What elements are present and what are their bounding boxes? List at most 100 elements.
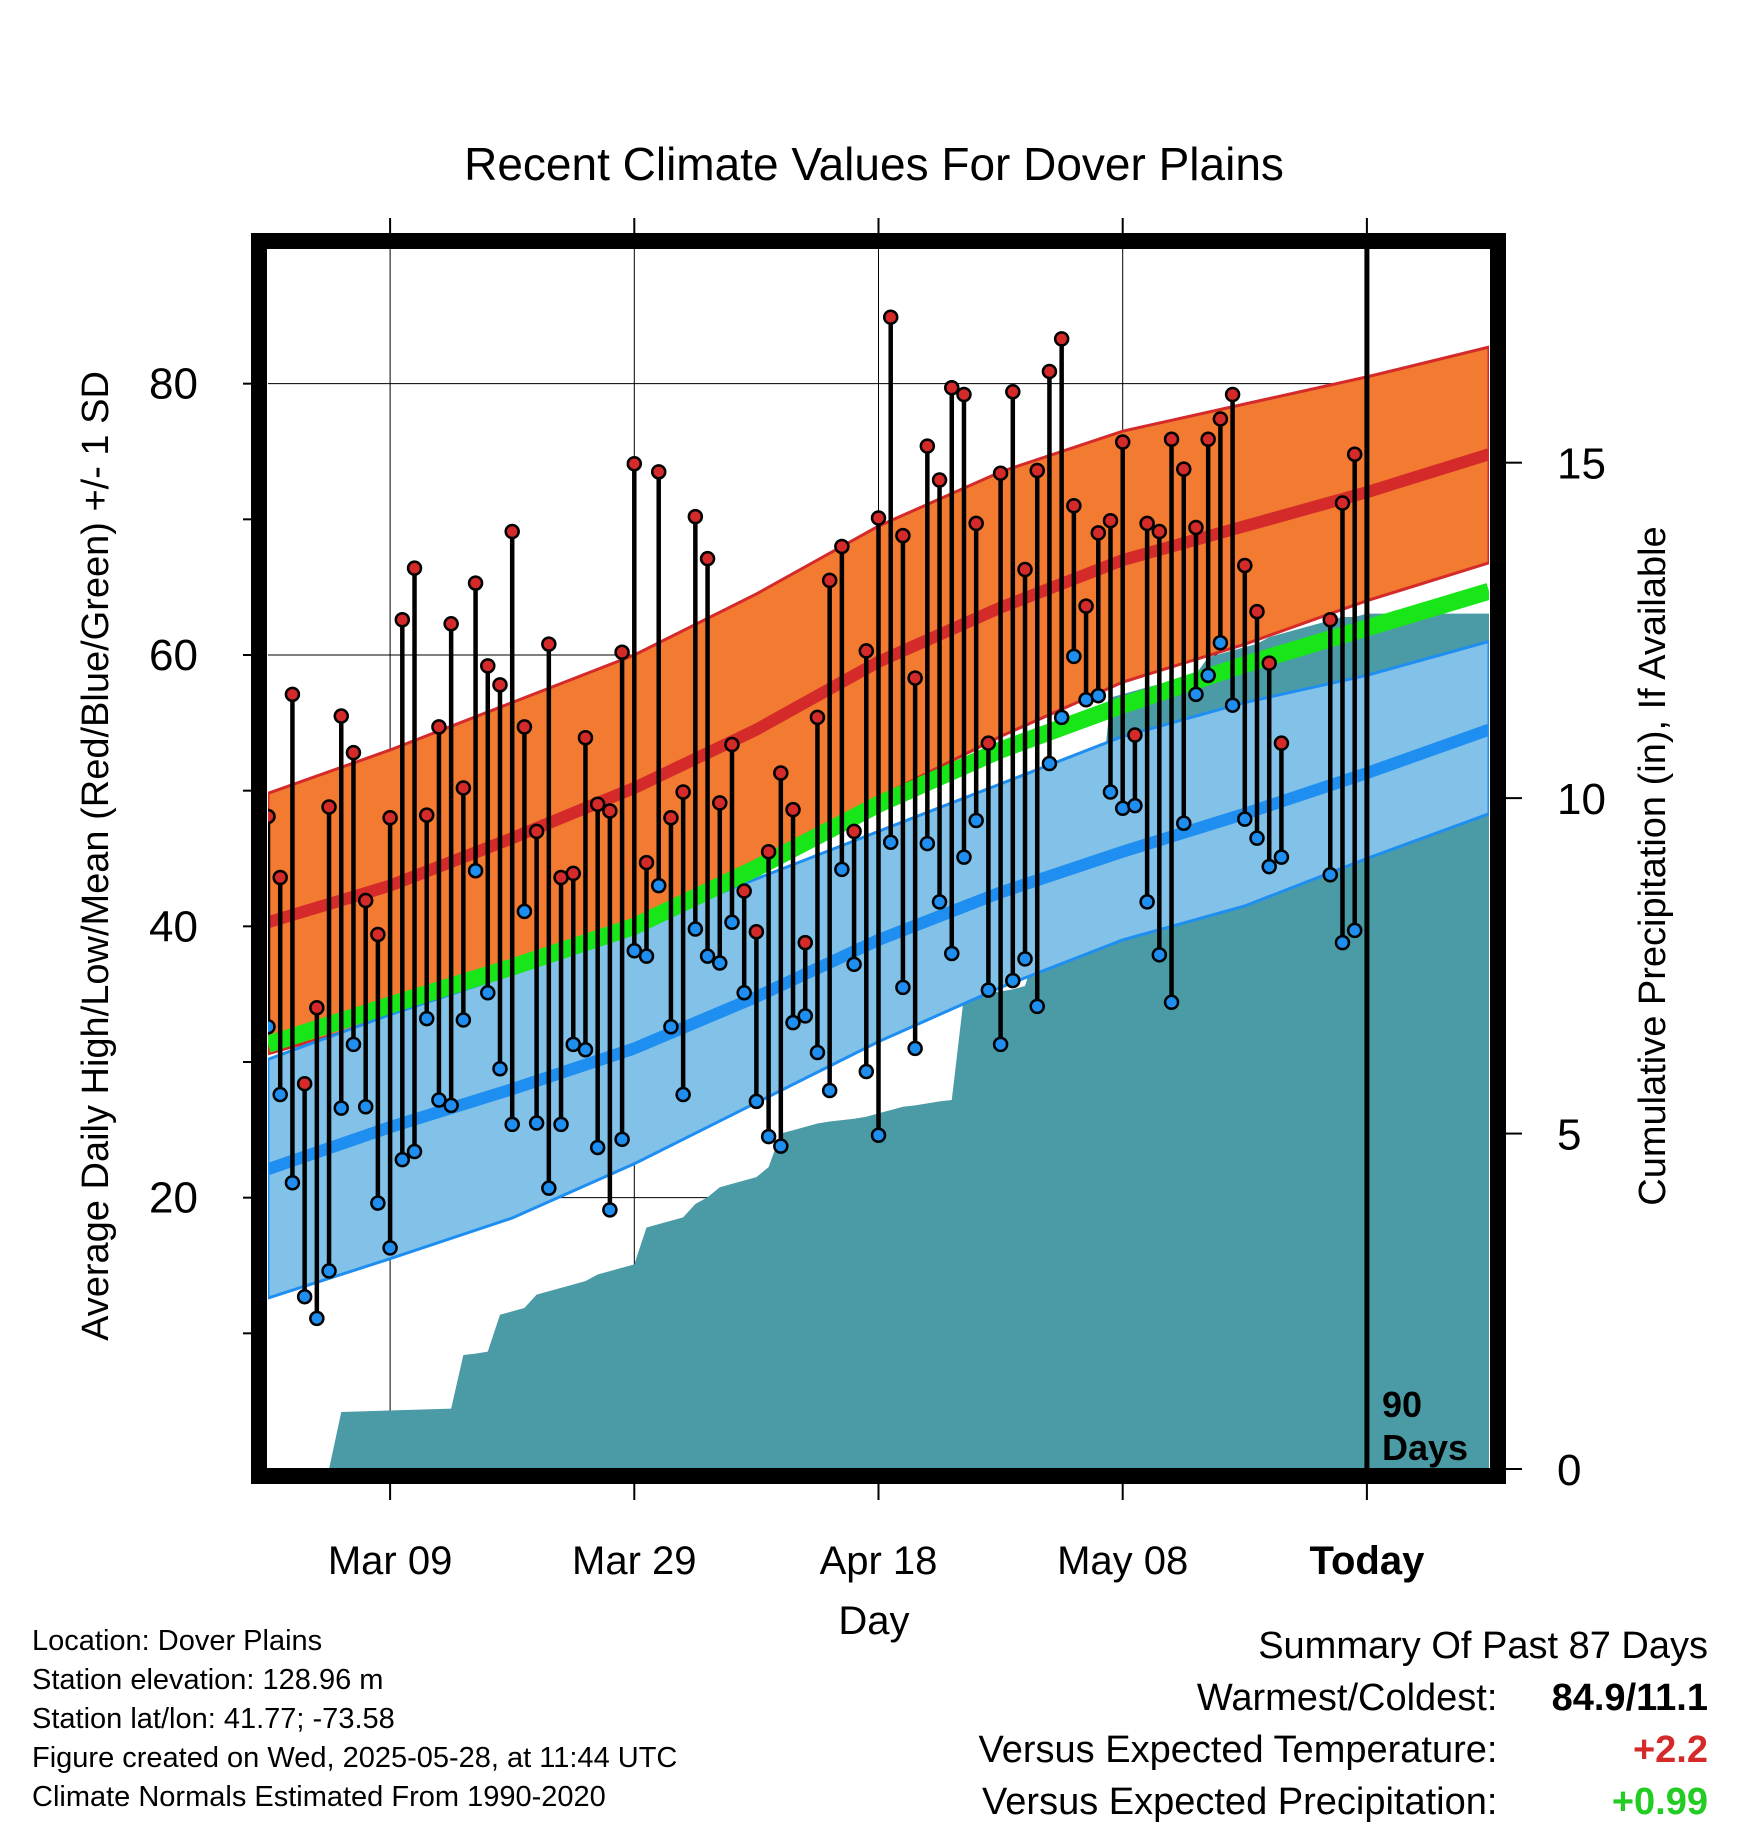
daily-low-point-day--1 [296, 1288, 313, 1305]
daily-low-point-day-49 [907, 1040, 923, 1057]
daily-low-point-day-15 [492, 1061, 508, 1077]
daily-low-point-day-30 [675, 1086, 691, 1103]
daily-high-point-day-1 [321, 799, 337, 815]
daily-low-point-day-69 [1151, 947, 1168, 963]
precip-departure-value: +0.99 [1611, 1781, 1708, 1823]
daily-low-point-day-65 [1102, 784, 1119, 800]
observations-layer [268, 309, 1363, 1327]
daily-high-point-day-32 [699, 550, 716, 567]
daily-high-point-day-38 [773, 765, 789, 781]
daily-low-point-day-21 [565, 1036, 581, 1053]
daily-low-point-day-41 [809, 1044, 826, 1061]
daily-high-point-day-46 [870, 510, 887, 526]
daily-low-point-day-34 [724, 914, 740, 931]
daily-high-point-day-63 [1078, 598, 1094, 614]
daily-high-point-day-18 [528, 823, 545, 840]
daily-high-point-day-31 [687, 508, 704, 525]
daily-low-point-day--2 [284, 1174, 301, 1191]
daily-high-point-day-41 [809, 709, 826, 726]
daily-high-point-day-84 [1334, 495, 1351, 511]
daily-low-point-day-20 [553, 1116, 569, 1133]
x-tick-label-may-08: May 08 [1057, 1539, 1188, 1583]
daily-high-point-day-37 [760, 843, 777, 860]
daily-low-point-day-16 [504, 1116, 520, 1133]
daily-low-point-day-71 [1176, 815, 1192, 831]
daily-low-point-day-35 [736, 985, 752, 1001]
daily-low-point-day-74 [1212, 635, 1229, 651]
daily-high-point-day-45 [858, 643, 875, 659]
daily-low-point-day-64 [1090, 687, 1107, 704]
daily-high-point-day-72 [1188, 519, 1204, 536]
daily-low-point-day-46 [870, 1127, 887, 1144]
daily-high-point-day-64 [1090, 525, 1107, 541]
daily-low-point-day-60 [1041, 755, 1058, 772]
daily-low-point-day-26 [626, 943, 643, 959]
y2-axis-label: Cumulative Precipitation (in), If Availa… [1632, 526, 1674, 1205]
daily-high-point-day-71 [1176, 461, 1192, 477]
daily-low-point-day-85 [1346, 922, 1363, 939]
daily-high-point-day-74 [1212, 411, 1229, 427]
daily-high-point-day-13 [467, 575, 484, 591]
latlon-text: Station lat/lon: 41.77; -73.58 [32, 1703, 395, 1735]
daily-low-point-day-78 [1261, 858, 1277, 875]
daily-high-point-day-34 [724, 736, 740, 753]
daily-low-point-day-48 [895, 979, 911, 996]
daily-high-point-day-14 [480, 658, 496, 674]
daily-low-point-day-75 [1224, 697, 1241, 713]
daily-high-point-day-10 [431, 719, 447, 735]
daily-low-point-day-72 [1188, 686, 1204, 703]
daily-low-point-day-36 [748, 1093, 765, 1110]
daily-low-point-day-67 [1127, 797, 1143, 814]
daily-low-point-day-1 [321, 1263, 337, 1279]
daily-low-point-day-37 [760, 1128, 777, 1145]
y2-tick-label-5: 5 [1557, 1111, 1581, 1160]
summary-precipitation: Versus Expected Precipitation: +0.99 [979, 1776, 1708, 1828]
y-tick-label-20: 20 [149, 1174, 198, 1223]
daily-low-point-day-79 [1273, 849, 1290, 865]
daily-low-point-day-40 [797, 1008, 813, 1024]
daily-low-point-day-66 [1114, 800, 1131, 817]
daily-low-point-day-39 [785, 1014, 801, 1031]
x-axis-label: Day [838, 1599, 909, 1643]
location-text: Location: Dover Plains [32, 1625, 323, 1657]
daily-high-point-day-79 [1273, 735, 1290, 751]
axes: 80 60 40 20 15 10 5 0 Mar 09 Mar 29 Apr 18 May 08 To… [149, 218, 1606, 1583]
daily-low-point-day-3 [345, 1036, 362, 1053]
y-axis-label: Average Daily High/Low/Mean (Red/Blue/Gr… [75, 371, 117, 1341]
daily-high-point-day-0 [309, 999, 325, 1016]
daily-high-point-day--3 [272, 869, 288, 886]
daily-low-point-day-23 [589, 1139, 606, 1156]
daily-high-point-day-25 [614, 644, 630, 661]
daily-high-point-day-49 [907, 670, 923, 686]
daily-high-point-day-56 [992, 465, 1009, 481]
daily-high-point-day-39 [785, 801, 801, 818]
daily-high-point-day-52 [944, 379, 960, 396]
daily-low-point-day-14 [480, 985, 496, 1001]
y-tick-label-40: 40 [149, 902, 198, 951]
created-text: Figure created on Wed, 2025-05-28, at 11… [32, 1742, 678, 1774]
daily-high-point-day-11 [443, 616, 459, 632]
daily-low-point-day-12 [455, 1012, 472, 1028]
daily-high-point-day-22 [577, 730, 594, 746]
daily-low-point-day-19 [541, 1180, 557, 1196]
summary-panel: Summary Of Past 87 Days Warmest/Coldest:… [979, 1620, 1708, 1828]
x-tick-label-apr-18: Apr 18 [820, 1539, 938, 1583]
daily-high-point-day-62 [1066, 498, 1082, 514]
daily-low-point-day-42 [821, 1082, 838, 1099]
daily-low-point-day-31 [687, 921, 704, 937]
daily-low-point-day-24 [602, 1202, 618, 1218]
daily-high-point-day-27 [638, 854, 655, 871]
daily-high-point-day-69 [1151, 523, 1168, 540]
daily-low-point-day-4 [357, 1099, 374, 1115]
normals-text: Climate Normals Estimated From 1990-2020 [32, 1781, 606, 1813]
daily-low-point-day-33 [712, 955, 728, 971]
daily-low-point-day-83 [1322, 867, 1339, 883]
daily-high-point-day-61 [1053, 331, 1070, 347]
daily-high-point-day-15 [492, 677, 508, 693]
daily-low-point-day-54 [968, 812, 984, 829]
elevation-text: Station elevation: 128.96 m [32, 1664, 384, 1696]
daily-high-point-day-42 [821, 572, 838, 589]
daily-high-point-day-29 [663, 810, 679, 826]
daily-low-point-day-56 [992, 1036, 1009, 1053]
